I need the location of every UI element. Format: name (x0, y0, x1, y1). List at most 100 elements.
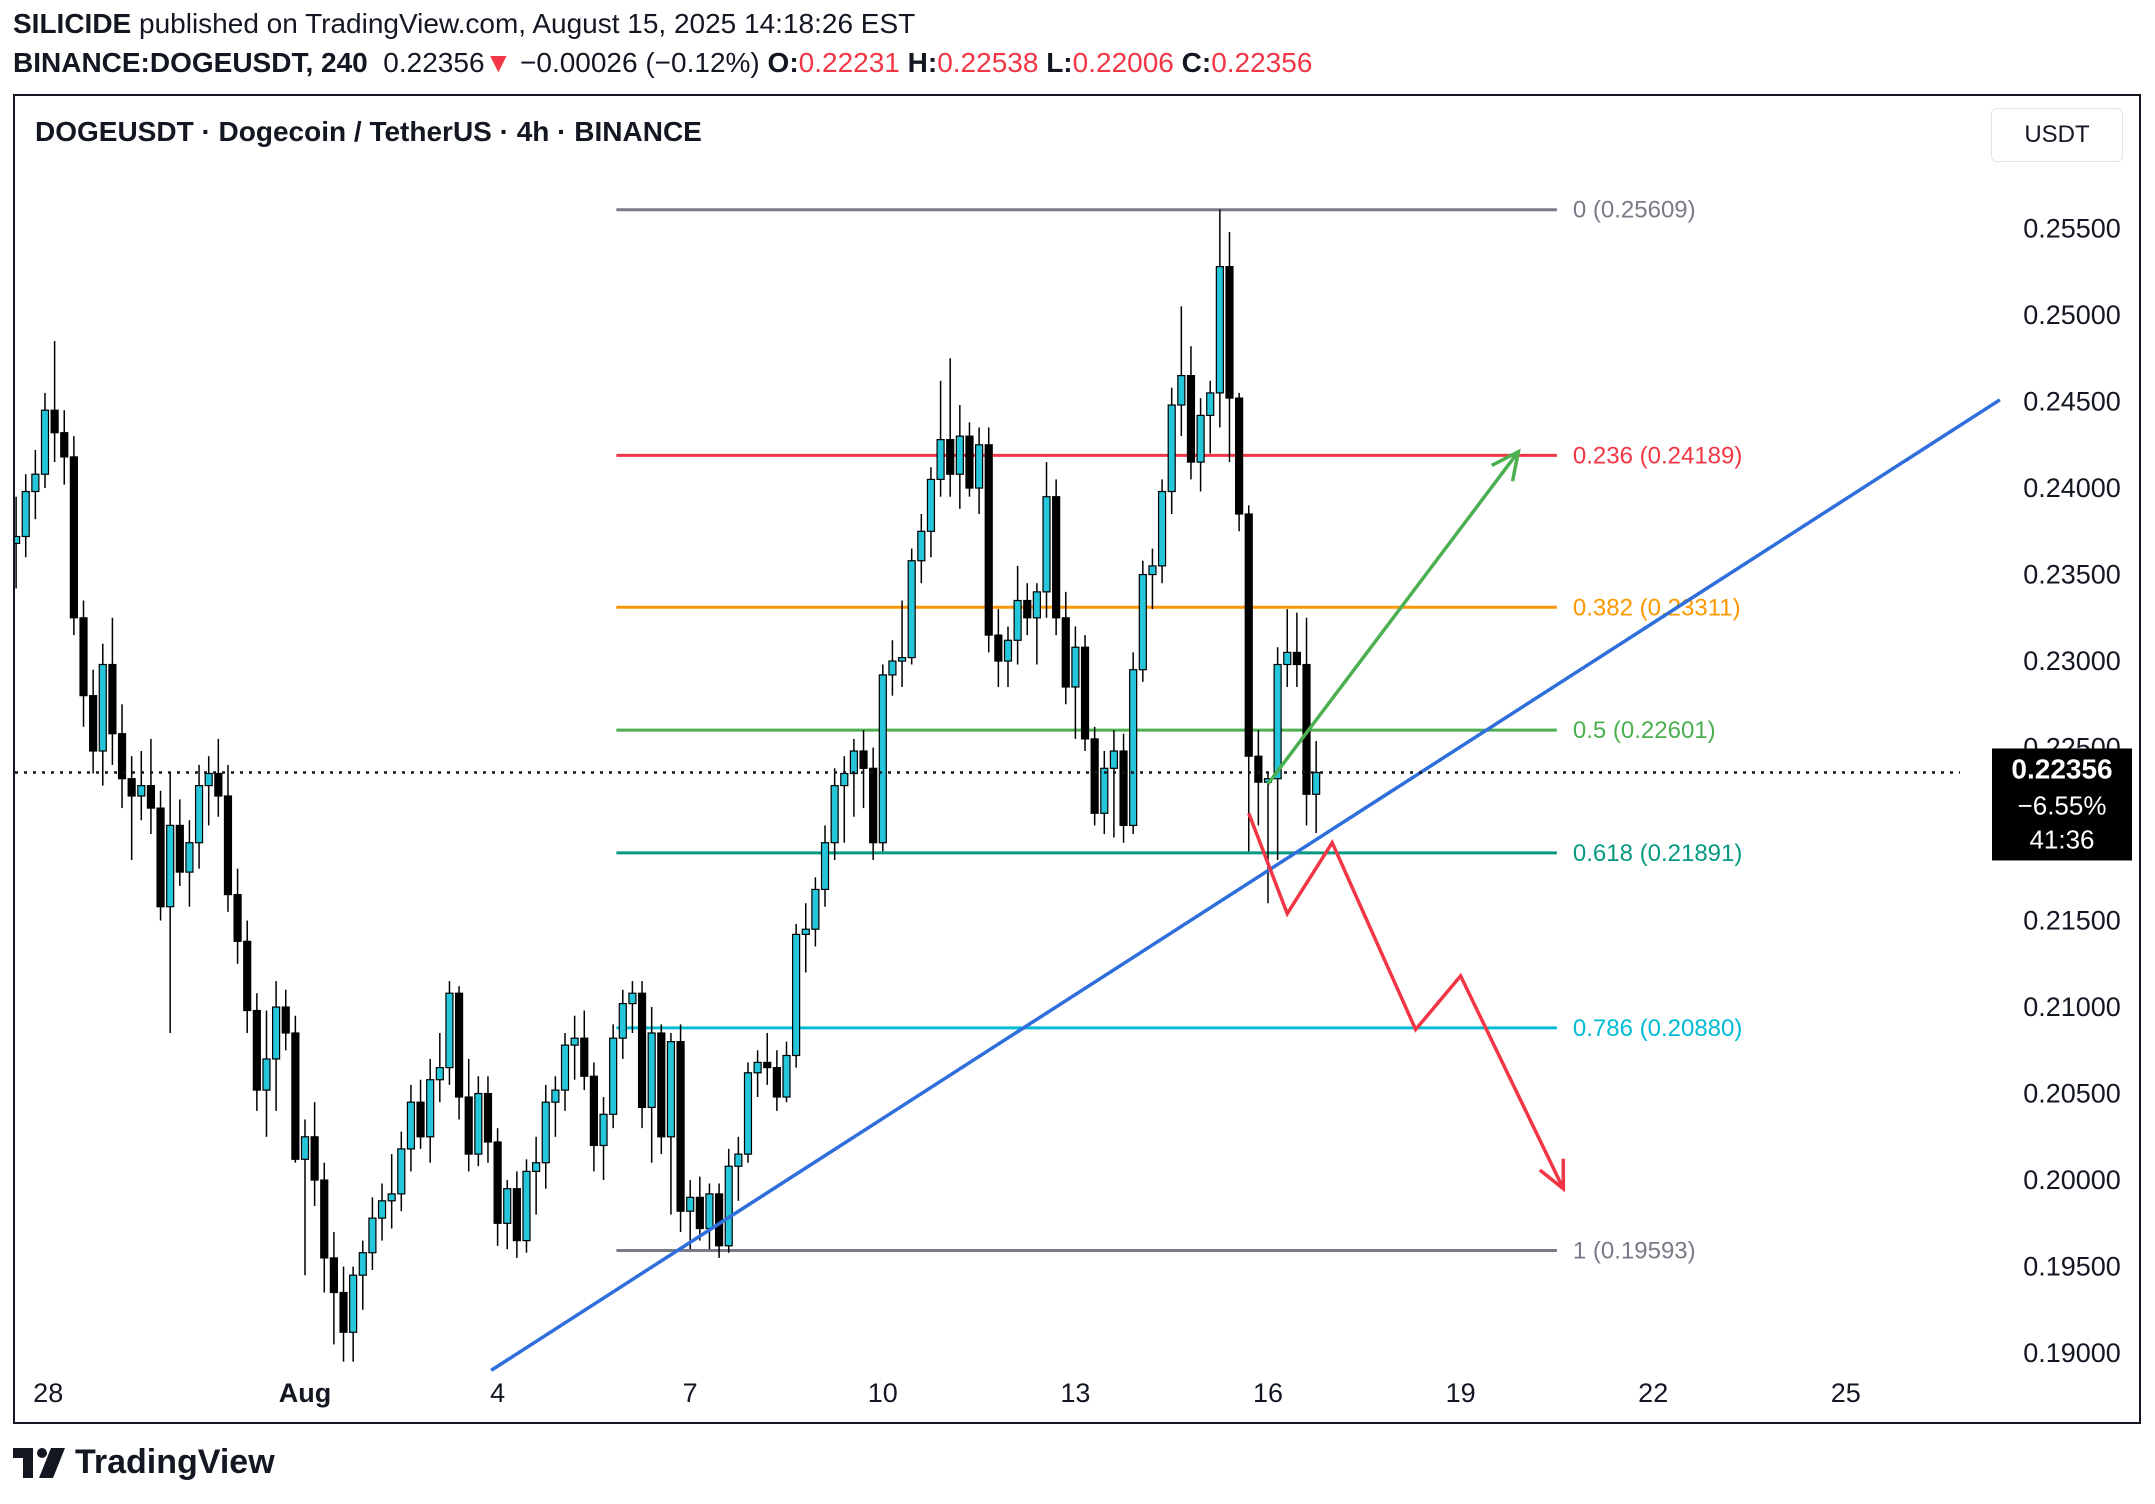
candle-body (15, 535, 21, 545)
candle-body (917, 530, 926, 562)
candle-body (849, 750, 859, 775)
y-axis-tick-label: 0.20000 (2023, 1165, 2121, 1195)
candle-body (1254, 755, 1263, 783)
candle-body (1157, 490, 1167, 567)
candle-body (724, 1165, 733, 1247)
x-axis-tick-label: 28 (33, 1378, 63, 1408)
fib-level-label: 0.382 (0.23311) (1573, 594, 1741, 621)
fib-level-label: 0.786 (0.20880) (1573, 1015, 1742, 1042)
symbol-line: BINANCE:DOGEUSDT, 240 (13, 47, 368, 78)
fib-level-label: 0.618 (0.21891) (1573, 840, 1742, 867)
candle-body (223, 795, 233, 896)
candle-body (512, 1188, 521, 1242)
candle-body (1312, 771, 1321, 795)
candle-body (1042, 496, 1051, 593)
candle-body (166, 824, 175, 908)
candle-body (108, 663, 117, 735)
y-axis-tick-label: 0.25500 (2023, 214, 2121, 244)
tradingview-logo[interactable]: TradingView (13, 1443, 275, 1482)
candle-body (262, 1058, 271, 1091)
candle-body (551, 1089, 560, 1103)
candle-body (936, 439, 945, 481)
candle-body (1196, 414, 1205, 463)
candle-body (647, 1032, 656, 1108)
candle-body (137, 785, 146, 797)
change-arrow-icon: ▼ (484, 47, 513, 78)
candle-body (31, 473, 40, 493)
y-axis-tick-label: 0.24000 (2023, 473, 2121, 503)
candle-body (907, 560, 916, 659)
candle-body (416, 1101, 425, 1138)
candle-body (243, 940, 252, 1012)
candle-body (397, 1148, 406, 1195)
x-axis-tick-label: 4 (490, 1378, 505, 1408)
candle-body (1177, 375, 1186, 406)
fib-level-label: 0.236 (0.24189) (1573, 442, 1742, 469)
candle-body (89, 695, 98, 752)
candle-body (618, 1002, 627, 1039)
candle-body (358, 1252, 367, 1276)
candle-body (1032, 591, 1041, 619)
y-axis-tick-label: 0.23500 (2023, 560, 2121, 590)
y-axis-tick-label: 0.24500 (2023, 387, 2121, 417)
candle-body (705, 1193, 714, 1230)
candle-body (464, 1096, 473, 1155)
candle-body (1013, 599, 1022, 641)
ascending-trendline (490, 398, 2001, 1372)
candle-body (888, 660, 897, 676)
candle-body (1071, 646, 1080, 688)
candle-body (1061, 617, 1070, 688)
candle-body (926, 478, 936, 532)
candle-body (185, 842, 194, 873)
candle-body (1244, 513, 1253, 757)
candle-body (1080, 646, 1090, 740)
candle-body (368, 1217, 377, 1254)
candle-body (1003, 639, 1013, 662)
candle-body (377, 1200, 387, 1219)
candle-body (811, 888, 820, 930)
price-badge (1992, 748, 2132, 861)
candle-body (204, 772, 213, 787)
candle-body (686, 1196, 695, 1212)
candle-body (349, 1274, 358, 1333)
candle-body (310, 1136, 319, 1181)
candle-body (522, 1170, 531, 1242)
high-value: 0.22538 (937, 47, 1039, 78)
y-axis-tick-label: 0.19000 (2023, 1338, 2121, 1368)
x-axis-tick-label: Aug (279, 1378, 331, 1408)
candle-body (869, 767, 878, 844)
candle-body (493, 1141, 502, 1224)
price-badge-change: −6.55% (2018, 790, 2107, 820)
bullish-projection-arrow (1266, 450, 1520, 785)
candle-body (1167, 404, 1176, 493)
candle-body (252, 1009, 261, 1091)
candle-body (753, 1061, 762, 1074)
candle-body (60, 432, 69, 458)
y-axis-tick-label: 0.25000 (2023, 300, 2121, 330)
ohlc-line: BINANCE:DOGEUSDT, 240 0.22356▼ −0.00026 … (13, 47, 1312, 79)
candle-body (955, 435, 964, 475)
x-axis-tick-label: 25 (1831, 1378, 1861, 1408)
candle-body (946, 439, 955, 475)
price-chart[interactable]: 0 (0.25609) 0.236 (0.24189) 0.382 (0.23311… (15, 96, 2139, 1422)
currency-button[interactable]: USDT (1991, 108, 2123, 162)
y-axis-tick-label: 0.21000 (2023, 992, 2121, 1022)
candle-body (69, 456, 78, 619)
tradingview-logo-icon (13, 1447, 65, 1478)
candle-body (426, 1079, 435, 1138)
candle-body (98, 663, 107, 752)
bullish-projection-arrow-head (1490, 448, 1521, 482)
candle-body (1109, 750, 1119, 769)
candle-body (609, 1037, 618, 1115)
candle-body (763, 1061, 772, 1069)
x-axis-tick-label: 10 (868, 1378, 898, 1408)
candle-body (1100, 767, 1109, 814)
candle-body (657, 1032, 666, 1138)
candle-body (666, 1041, 676, 1138)
candle-body (820, 842, 830, 891)
candle-body (1235, 397, 1244, 515)
chart-panel[interactable]: 0 (0.25609) 0.236 (0.24189) 0.382 (0.23311… (13, 94, 2141, 1424)
candle-body (897, 656, 907, 662)
close-label: C: (1181, 47, 1212, 78)
low-value: 0.22006 (1072, 47, 1174, 78)
